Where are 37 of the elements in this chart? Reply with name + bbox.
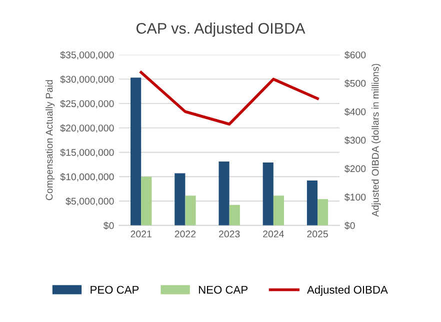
bar bbox=[229, 204, 240, 226]
y-tick-label: $35,000,000 bbox=[60, 51, 114, 60]
y-tick-label: $25,000,000 bbox=[60, 100, 114, 108]
y-tick-label: $20,000,000 bbox=[60, 124, 114, 133]
bar bbox=[318, 199, 328, 226]
bar bbox=[185, 196, 196, 226]
y-tick-label: $15,000,000 bbox=[60, 148, 114, 158]
bar bbox=[130, 78, 142, 226]
bar bbox=[262, 162, 274, 226]
bar bbox=[218, 162, 230, 226]
x-tick-label: 2022 bbox=[174, 230, 196, 238]
line-series bbox=[140, 70, 319, 126]
x-tick-label: 2023 bbox=[218, 230, 240, 238]
y2-tick-label: $500 bbox=[344, 80, 366, 88]
y-axis-title: Compensation Actually Paid bbox=[46, 80, 55, 200]
y2-tick-label: $200 bbox=[344, 164, 366, 173]
legend-label: PEO CAP bbox=[90, 286, 139, 294]
y2-tick-label: $300 bbox=[344, 136, 366, 144]
bar bbox=[174, 173, 186, 226]
y2-tick-label: $0 bbox=[344, 222, 355, 230]
y2-tick-label: $400 bbox=[344, 108, 366, 116]
x-tick-label: 2025 bbox=[307, 230, 328, 238]
bar bbox=[306, 180, 318, 226]
y-tick-label: $30,000,000 bbox=[60, 75, 114, 84]
chart-title: CAP vs. Adjusted OIBDA bbox=[136, 22, 306, 37]
y2-tick-label: $100 bbox=[344, 193, 366, 202]
legend-label: NEO CAP bbox=[198, 286, 248, 294]
x-tick-label: 2024 bbox=[263, 230, 284, 238]
y2-axis-title: Adjusted OIBDA (dollars in millions) bbox=[372, 64, 381, 217]
x-tick-label: 2021 bbox=[130, 230, 152, 238]
y-tick-label: $10,000,000 bbox=[60, 172, 114, 182]
legend-label: Adjusted OIBDA bbox=[307, 286, 388, 296]
bar bbox=[273, 196, 284, 226]
bar bbox=[141, 176, 152, 226]
y2-tick-label: $600 bbox=[344, 51, 366, 59]
y-tick-label: $0 bbox=[104, 222, 114, 230]
y-tick-label: $5,000,000 bbox=[66, 197, 114, 206]
